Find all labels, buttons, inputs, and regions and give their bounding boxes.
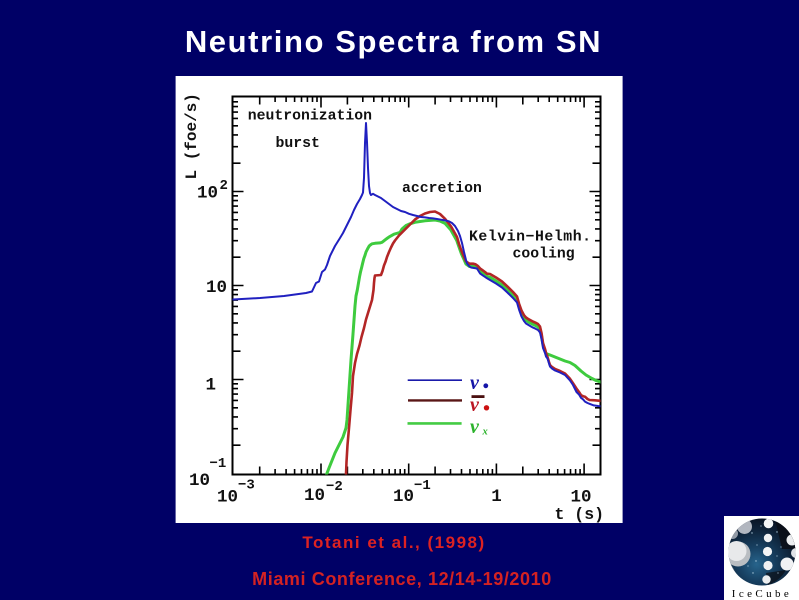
svg-text:ν: ν — [470, 416, 480, 438]
svg-text:−1: −1 — [210, 456, 227, 472]
svg-text:−2: −2 — [326, 479, 343, 495]
svg-text:burst: burst — [276, 136, 320, 152]
svg-text:10: 10 — [570, 488, 591, 508]
svg-text:10: 10 — [393, 487, 414, 507]
svg-text:1: 1 — [491, 487, 502, 507]
svg-text:−1: −1 — [414, 478, 431, 494]
svg-text:Kelvin−Helmh.: Kelvin−Helmh. — [469, 230, 592, 246]
svg-text:10: 10 — [197, 184, 218, 204]
svg-text:2: 2 — [220, 178, 228, 194]
svg-text:10: 10 — [189, 471, 210, 491]
svg-text:L (foe/s): L (foe/s) — [183, 93, 201, 179]
svg-text:cooling: cooling — [513, 247, 575, 263]
svg-text:t (s): t (s) — [554, 505, 604, 524]
svg-text:10: 10 — [304, 486, 325, 506]
svg-text:neutronization: neutronization — [248, 108, 372, 124]
svg-text:ν: ν — [470, 394, 480, 416]
svg-text:accretion: accretion — [402, 181, 482, 197]
svg-text:10: 10 — [206, 278, 227, 298]
svg-text:−3: −3 — [238, 478, 255, 494]
svg-text:x: x — [482, 427, 488, 438]
svg-text:10: 10 — [217, 488, 238, 508]
svg-text:ν: ν — [470, 372, 480, 394]
svg-text:1: 1 — [205, 376, 216, 396]
svg-text:IceCube: IceCube — [732, 588, 792, 600]
